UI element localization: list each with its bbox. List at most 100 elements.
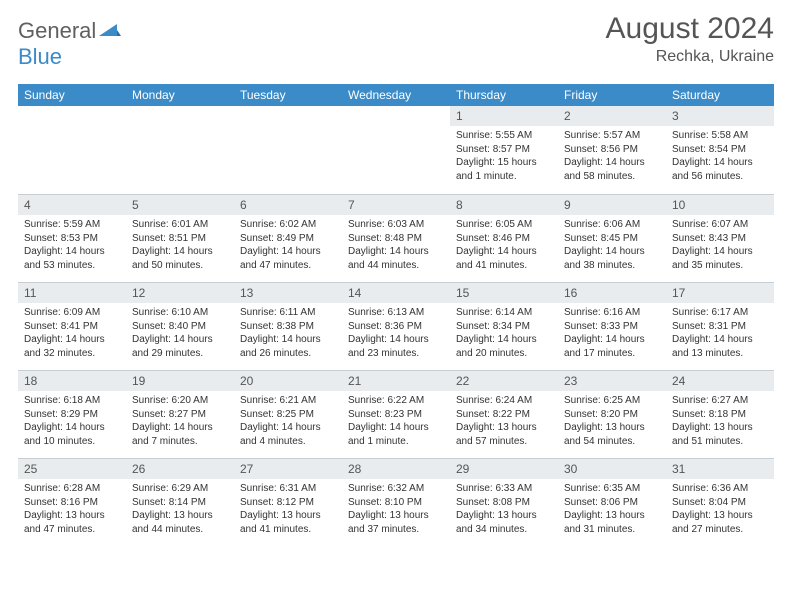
day-body: Sunrise: 6:06 AMSunset: 8:45 PMDaylight:… (558, 215, 666, 277)
day-number: 10 (666, 194, 774, 215)
day-number: 28 (342, 458, 450, 479)
day-cell: 13Sunrise: 6:11 AMSunset: 8:38 PMDayligh… (234, 282, 342, 370)
day-body: Sunrise: 6:21 AMSunset: 8:25 PMDaylight:… (234, 391, 342, 453)
day-cell: 1Sunrise: 5:55 AMSunset: 8:57 PMDaylight… (450, 106, 558, 194)
day-body: Sunrise: 6:13 AMSunset: 8:36 PMDaylight:… (342, 303, 450, 365)
day-number: 19 (126, 370, 234, 391)
day-body (234, 126, 342, 135)
day-number: 29 (450, 458, 558, 479)
day-body: Sunrise: 6:18 AMSunset: 8:29 PMDaylight:… (18, 391, 126, 453)
day-body: Sunrise: 6:16 AMSunset: 8:33 PMDaylight:… (558, 303, 666, 365)
day-cell (126, 106, 234, 194)
week-row: 4Sunrise: 5:59 AMSunset: 8:53 PMDaylight… (18, 194, 774, 282)
day-cell: 19Sunrise: 6:20 AMSunset: 8:27 PMDayligh… (126, 370, 234, 458)
day-body: Sunrise: 6:35 AMSunset: 8:06 PMDaylight:… (558, 479, 666, 541)
day-body: Sunrise: 6:17 AMSunset: 8:31 PMDaylight:… (666, 303, 774, 365)
day-number: 13 (234, 282, 342, 303)
day-number: 27 (234, 458, 342, 479)
day-number: 25 (18, 458, 126, 479)
day-cell: 21Sunrise: 6:22 AMSunset: 8:23 PMDayligh… (342, 370, 450, 458)
day-body: Sunrise: 6:02 AMSunset: 8:49 PMDaylight:… (234, 215, 342, 277)
day-body: Sunrise: 6:36 AMSunset: 8:04 PMDaylight:… (666, 479, 774, 541)
day-cell: 3Sunrise: 5:58 AMSunset: 8:54 PMDaylight… (666, 106, 774, 194)
day-number (234, 106, 342, 126)
day-number (126, 106, 234, 126)
day-cell: 14Sunrise: 6:13 AMSunset: 8:36 PMDayligh… (342, 282, 450, 370)
day-cell: 25Sunrise: 6:28 AMSunset: 8:16 PMDayligh… (18, 458, 126, 546)
day-header: Saturday (666, 84, 774, 106)
calendar-table: SundayMondayTuesdayWednesdayThursdayFrid… (18, 84, 774, 546)
day-number: 6 (234, 194, 342, 215)
week-row: 18Sunrise: 6:18 AMSunset: 8:29 PMDayligh… (18, 370, 774, 458)
day-number: 5 (126, 194, 234, 215)
day-header: Monday (126, 84, 234, 106)
day-header-row: SundayMondayTuesdayWednesdayThursdayFrid… (18, 84, 774, 106)
day-cell: 20Sunrise: 6:21 AMSunset: 8:25 PMDayligh… (234, 370, 342, 458)
month-title: August 2024 (606, 12, 774, 46)
day-number: 8 (450, 194, 558, 215)
day-cell: 7Sunrise: 6:03 AMSunset: 8:48 PMDaylight… (342, 194, 450, 282)
day-cell: 10Sunrise: 6:07 AMSunset: 8:43 PMDayligh… (666, 194, 774, 282)
day-cell: 24Sunrise: 6:27 AMSunset: 8:18 PMDayligh… (666, 370, 774, 458)
day-number: 7 (342, 194, 450, 215)
location: Rechka, Ukraine (606, 48, 774, 66)
day-body: Sunrise: 6:10 AMSunset: 8:40 PMDaylight:… (126, 303, 234, 365)
week-row: 11Sunrise: 6:09 AMSunset: 8:41 PMDayligh… (18, 282, 774, 370)
day-body: Sunrise: 6:22 AMSunset: 8:23 PMDaylight:… (342, 391, 450, 453)
day-body: Sunrise: 6:27 AMSunset: 8:18 PMDaylight:… (666, 391, 774, 453)
day-cell (342, 106, 450, 194)
day-number: 15 (450, 282, 558, 303)
day-number: 26 (126, 458, 234, 479)
day-body: Sunrise: 6:05 AMSunset: 8:46 PMDaylight:… (450, 215, 558, 277)
day-number (18, 106, 126, 126)
day-body: Sunrise: 6:32 AMSunset: 8:10 PMDaylight:… (342, 479, 450, 541)
day-header: Wednesday (342, 84, 450, 106)
day-number: 14 (342, 282, 450, 303)
day-body (342, 126, 450, 135)
day-cell: 27Sunrise: 6:31 AMSunset: 8:12 PMDayligh… (234, 458, 342, 546)
day-cell: 8Sunrise: 6:05 AMSunset: 8:46 PMDaylight… (450, 194, 558, 282)
day-body: Sunrise: 6:20 AMSunset: 8:27 PMDaylight:… (126, 391, 234, 453)
week-row: 1Sunrise: 5:55 AMSunset: 8:57 PMDaylight… (18, 106, 774, 194)
day-cell: 2Sunrise: 5:57 AMSunset: 8:56 PMDaylight… (558, 106, 666, 194)
day-number: 22 (450, 370, 558, 391)
day-body: Sunrise: 6:07 AMSunset: 8:43 PMDaylight:… (666, 215, 774, 277)
day-cell: 11Sunrise: 6:09 AMSunset: 8:41 PMDayligh… (18, 282, 126, 370)
day-cell: 5Sunrise: 6:01 AMSunset: 8:51 PMDaylight… (126, 194, 234, 282)
day-cell (234, 106, 342, 194)
day-number: 3 (666, 106, 774, 126)
day-cell: 23Sunrise: 6:25 AMSunset: 8:20 PMDayligh… (558, 370, 666, 458)
day-header: Thursday (450, 84, 558, 106)
day-body: Sunrise: 6:11 AMSunset: 8:38 PMDaylight:… (234, 303, 342, 365)
day-body: Sunrise: 6:31 AMSunset: 8:12 PMDaylight:… (234, 479, 342, 541)
day-cell: 4Sunrise: 5:59 AMSunset: 8:53 PMDaylight… (18, 194, 126, 282)
day-cell: 30Sunrise: 6:35 AMSunset: 8:06 PMDayligh… (558, 458, 666, 546)
logo-text-2: Blue (18, 44, 62, 70)
day-body: Sunrise: 5:59 AMSunset: 8:53 PMDaylight:… (18, 215, 126, 277)
title-block: August 2024 Rechka, Ukraine (606, 12, 774, 66)
day-cell (18, 106, 126, 194)
day-body: Sunrise: 5:55 AMSunset: 8:57 PMDaylight:… (450, 126, 558, 188)
day-cell: 15Sunrise: 6:14 AMSunset: 8:34 PMDayligh… (450, 282, 558, 370)
day-number: 20 (234, 370, 342, 391)
day-number: 4 (18, 194, 126, 215)
day-body: Sunrise: 6:01 AMSunset: 8:51 PMDaylight:… (126, 215, 234, 277)
day-cell: 6Sunrise: 6:02 AMSunset: 8:49 PMDaylight… (234, 194, 342, 282)
day-header: Sunday (18, 84, 126, 106)
day-number: 31 (666, 458, 774, 479)
week-row: 25Sunrise: 6:28 AMSunset: 8:16 PMDayligh… (18, 458, 774, 546)
day-body: Sunrise: 6:24 AMSunset: 8:22 PMDaylight:… (450, 391, 558, 453)
day-number: 23 (558, 370, 666, 391)
day-cell: 29Sunrise: 6:33 AMSunset: 8:08 PMDayligh… (450, 458, 558, 546)
day-cell: 22Sunrise: 6:24 AMSunset: 8:22 PMDayligh… (450, 370, 558, 458)
day-body: Sunrise: 6:29 AMSunset: 8:14 PMDaylight:… (126, 479, 234, 541)
logo-text-1: General (18, 18, 96, 44)
day-body: Sunrise: 6:14 AMSunset: 8:34 PMDaylight:… (450, 303, 558, 365)
day-body: Sunrise: 6:03 AMSunset: 8:48 PMDaylight:… (342, 215, 450, 277)
day-number: 11 (18, 282, 126, 303)
day-cell: 31Sunrise: 6:36 AMSunset: 8:04 PMDayligh… (666, 458, 774, 546)
day-cell: 18Sunrise: 6:18 AMSunset: 8:29 PMDayligh… (18, 370, 126, 458)
day-body: Sunrise: 6:25 AMSunset: 8:20 PMDaylight:… (558, 391, 666, 453)
day-cell: 17Sunrise: 6:17 AMSunset: 8:31 PMDayligh… (666, 282, 774, 370)
day-number: 16 (558, 282, 666, 303)
